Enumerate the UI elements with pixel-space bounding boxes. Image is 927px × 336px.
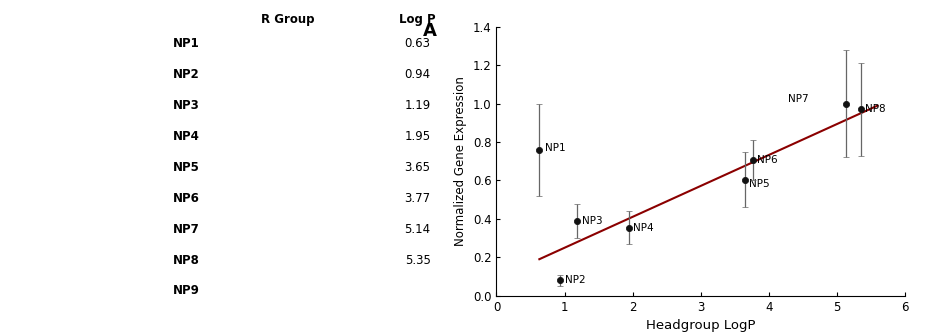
Text: R Group: R Group: [260, 13, 314, 27]
Text: NP4: NP4: [632, 222, 654, 233]
Text: 3.65: 3.65: [404, 161, 430, 174]
Text: NP2: NP2: [172, 68, 199, 81]
X-axis label: Headgroup LogP: Headgroup LogP: [645, 319, 755, 332]
Text: NP6: NP6: [756, 155, 777, 165]
Text: NP7: NP7: [172, 223, 199, 236]
Text: NP8: NP8: [864, 104, 884, 115]
Text: Log P: Log P: [399, 13, 436, 27]
Text: NP6: NP6: [172, 192, 199, 205]
Text: 5.35: 5.35: [404, 254, 430, 266]
Text: 1.19: 1.19: [404, 99, 430, 112]
Text: NP5: NP5: [748, 179, 768, 189]
Text: NP1: NP1: [544, 143, 565, 153]
Text: NP4: NP4: [172, 130, 199, 143]
Text: 3.77: 3.77: [404, 192, 430, 205]
Text: 5.14: 5.14: [404, 223, 430, 236]
Text: NP8: NP8: [172, 254, 199, 266]
Text: 0.63: 0.63: [404, 37, 430, 50]
Y-axis label: Normalized Gene Expression: Normalized Gene Expression: [454, 76, 467, 246]
Text: NP3: NP3: [172, 99, 199, 112]
Text: 0.94: 0.94: [404, 68, 430, 81]
Text: NP7: NP7: [787, 94, 808, 104]
Text: 1.95: 1.95: [404, 130, 430, 143]
Text: NP5: NP5: [172, 161, 199, 174]
Text: NP1: NP1: [172, 37, 199, 50]
Text: NP2: NP2: [564, 275, 585, 285]
Text: NP9: NP9: [172, 285, 199, 297]
Text: A: A: [423, 22, 437, 40]
Text: NP3: NP3: [581, 216, 602, 226]
